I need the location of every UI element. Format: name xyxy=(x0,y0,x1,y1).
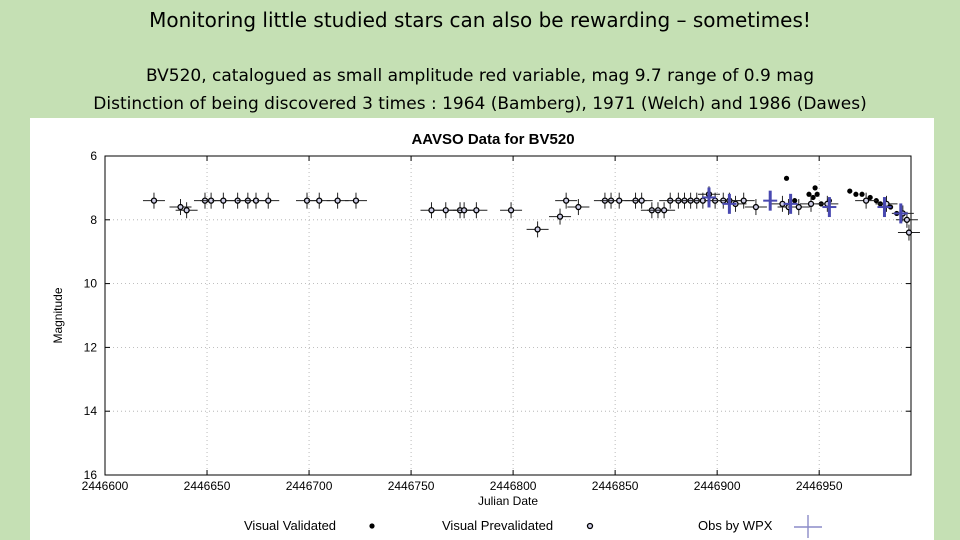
data-point-prevalidated xyxy=(787,199,810,216)
data-point-prevalidated xyxy=(567,199,590,216)
data-point-prevalidated xyxy=(465,202,488,219)
data-point-wpx xyxy=(877,197,892,218)
legend-label: Obs by WPX xyxy=(698,518,773,533)
data-point-wpx xyxy=(763,190,778,211)
data-point-prevalidated xyxy=(744,199,767,216)
data-point-prevalidated xyxy=(344,192,367,209)
data-point-validated xyxy=(814,191,820,197)
data-point-validated xyxy=(806,191,812,197)
data-point-validated xyxy=(792,198,798,204)
y-tick-label: 8 xyxy=(90,213,97,227)
data-point-validated xyxy=(783,175,790,181)
x-tick-label: 2446850 xyxy=(592,479,639,493)
data-point-validated xyxy=(847,188,853,194)
data-point-validated xyxy=(853,191,859,197)
data-point-validated xyxy=(867,194,873,201)
slide-subtitle-discovery: Distinction of being discovered 3 times … xyxy=(93,94,867,114)
data-point-validated xyxy=(812,185,818,191)
chart-title: AAVSO Data for BV520 xyxy=(411,131,574,148)
legend-marker-validated xyxy=(369,523,375,529)
y-tick-label: 10 xyxy=(84,277,98,291)
data-point-prevalidated xyxy=(142,192,165,209)
chart-panel: 6 8 10 12 14 16 2446600 2446650 2446700 2446750 24… xyxy=(30,118,934,540)
y-tick-label: 6 xyxy=(90,149,97,163)
data-point-prevalidated xyxy=(608,192,631,209)
legend-label: Visual Validated xyxy=(244,518,336,533)
data-point-prevalidated xyxy=(653,202,676,219)
y-tick-label: 16 xyxy=(84,468,98,482)
x-tick-label: 2446750 xyxy=(388,479,435,493)
data-point-wpx xyxy=(893,203,908,224)
data-point-prevalidated xyxy=(526,221,549,238)
x-tick-label: 2446950 xyxy=(796,479,843,493)
y-tick-label: 12 xyxy=(84,340,98,354)
x-tick-label: 2446800 xyxy=(490,479,537,493)
data-point-prevalidated xyxy=(897,224,920,241)
slide-title: Monitoring little studied stars can also… xyxy=(149,8,811,32)
data-point-prevalidated xyxy=(732,192,755,209)
x-tick-label: 2446650 xyxy=(184,479,231,493)
data-point-prevalidated xyxy=(630,192,653,209)
data-point-wpx xyxy=(783,193,798,214)
data-point-prevalidated xyxy=(855,192,878,209)
data-point-prevalidated xyxy=(308,192,331,209)
x-tick-label: 2446600 xyxy=(82,479,129,493)
y-tick-label: 14 xyxy=(84,404,98,418)
data-point-prevalidated xyxy=(169,199,192,216)
data-point-wpx xyxy=(722,193,737,214)
legend-marker-prevalidated xyxy=(586,522,594,530)
data-point-prevalidated xyxy=(326,192,349,209)
data-point-prevalidated xyxy=(257,192,280,209)
y-axis-label: Magnitude xyxy=(51,287,65,343)
data-point-validated xyxy=(859,191,865,197)
x-tick-label: 2446700 xyxy=(286,479,333,493)
x-tick-label: 2446900 xyxy=(694,479,741,493)
legend-marker-wpx xyxy=(794,515,822,538)
data-point-prevalidated xyxy=(175,202,198,219)
data-point-wpx xyxy=(701,187,716,208)
slide-subtitle-description: BV520, catalogued as small amplitude red… xyxy=(146,66,814,86)
data-point-prevalidated xyxy=(555,192,578,209)
data-point-wpx xyxy=(822,197,837,218)
plot-area xyxy=(104,155,912,476)
data-point-prevalidated xyxy=(500,202,523,219)
x-axis-label: Julian Date xyxy=(478,494,538,508)
legend-label: Visual Prevalidated xyxy=(442,518,553,533)
data-point-validated xyxy=(810,194,816,201)
data-point-prevalidated xyxy=(549,208,572,225)
